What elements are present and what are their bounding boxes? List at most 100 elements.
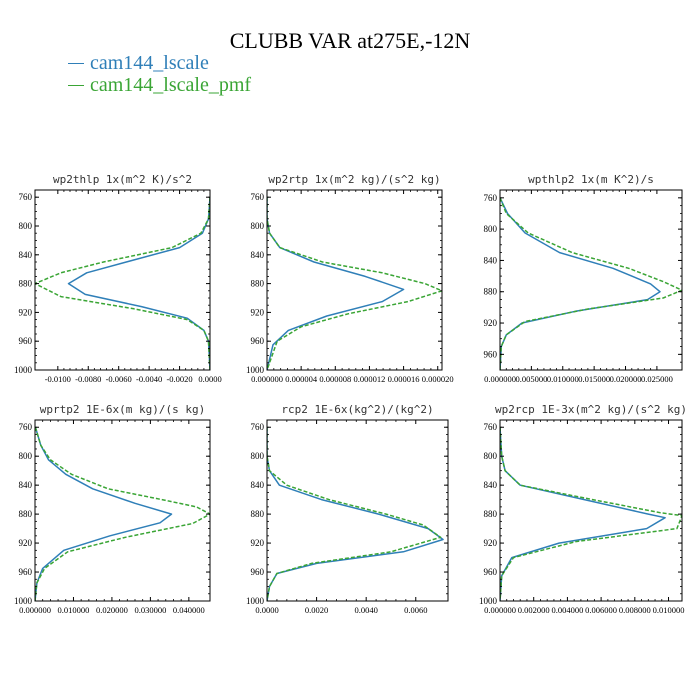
x-tick-label: 0.030000 bbox=[134, 605, 166, 615]
y-tick-label: 960 bbox=[251, 567, 265, 577]
x-tick-label: -0.0100 bbox=[45, 374, 71, 384]
y-tick-label: 760 bbox=[251, 422, 265, 432]
x-tick-label: -0.0080 bbox=[75, 374, 101, 384]
x-tick-label: 0.000000 bbox=[484, 374, 516, 384]
y-tick-label: 880 bbox=[484, 509, 498, 519]
x-tick-label: 0.020000 bbox=[610, 374, 642, 384]
y-tick-label: 960 bbox=[251, 336, 265, 346]
y-tick-label: 800 bbox=[19, 221, 33, 231]
series-line-lscale bbox=[500, 197, 661, 370]
y-tick-label: 1000 bbox=[479, 596, 498, 606]
series-line-lscale-pmf bbox=[267, 427, 442, 601]
y-tick-label: 920 bbox=[251, 307, 265, 317]
y-tick-label: 840 bbox=[251, 250, 265, 260]
y-tick-label: 840 bbox=[19, 250, 33, 260]
legend-item-lscale: cam144_lscale bbox=[68, 52, 209, 74]
x-tick-label: 0.000008 bbox=[319, 374, 351, 384]
y-tick-label: 920 bbox=[19, 538, 33, 548]
x-tick-label: 0.040000 bbox=[173, 605, 205, 615]
y-tick-label: 920 bbox=[19, 307, 33, 317]
x-tick-label: 0.000004 bbox=[285, 374, 318, 384]
panel-title: wpthlp2 1x(m K^2)/s bbox=[528, 173, 654, 186]
x-tick-label: 0.0060 bbox=[404, 605, 427, 615]
y-tick-label: 880 bbox=[19, 279, 33, 289]
y-tick-label: 960 bbox=[19, 567, 33, 577]
panel-title: wp2rcp 1E-3x(m^2 kg)/(s^2 kg) bbox=[495, 403, 687, 416]
x-tick-label: 0.010000 bbox=[547, 374, 579, 384]
y-tick-label: 960 bbox=[484, 349, 498, 359]
x-tick-label: 0.000000 bbox=[19, 605, 51, 615]
panel-1: wp2rtp 1x(m^2 kg)/(s^2 kg)760 800 840 880 92… bbox=[246, 173, 454, 384]
x-tick-label: 0.000000 bbox=[251, 374, 283, 384]
series-line-lscale bbox=[267, 197, 405, 370]
series-line-lscale bbox=[500, 427, 666, 601]
y-tick-label: 880 bbox=[251, 509, 265, 519]
panel-title: wp2thlp 1x(m^2 K)/s^2 bbox=[53, 173, 192, 186]
x-tick-label: 0.025000 bbox=[641, 374, 673, 384]
y-tick-label: 800 bbox=[484, 451, 498, 461]
plot-frame bbox=[266, 419, 449, 602]
panel-2: wpthlp2 1x(m K^2)/s 760 800 840 880 920 960 0.0… bbox=[484, 173, 683, 384]
x-tick-label: 0.0000 bbox=[198, 374, 221, 384]
plot-frame bbox=[499, 189, 683, 371]
y-tick-label: 840 bbox=[484, 255, 498, 265]
series-line-lscale-pmf bbox=[35, 197, 210, 370]
panel-title: wp2rtp 1x(m^2 kg)/(s^2 kg) bbox=[268, 173, 440, 186]
legend-swatch-lscale bbox=[68, 62, 84, 64]
x-tick-label: -0.0020 bbox=[166, 374, 192, 384]
y-tick-label: 840 bbox=[484, 480, 498, 490]
plot-frame bbox=[499, 419, 683, 602]
x-tick-label: 0.002000 bbox=[518, 605, 550, 615]
panel-title: rcp2 1E-6x(kg^2)/(kg^2) bbox=[281, 403, 433, 416]
plot-frame bbox=[34, 189, 211, 371]
y-tick-label: 840 bbox=[19, 480, 33, 490]
legend-swatch-lscale-pmf bbox=[68, 84, 84, 86]
y-tick-label: 760 bbox=[19, 192, 33, 202]
y-tick-label: 760 bbox=[251, 192, 265, 202]
panel-3: wprtp2 1E-6x(m kg)/(s kg) 760 800 840 880 920… bbox=[14, 403, 211, 615]
series-line-lscale bbox=[267, 427, 444, 601]
y-tick-label: 880 bbox=[484, 287, 498, 297]
panel-title: wprtp2 1E-6x(m kg)/(s kg) bbox=[40, 403, 206, 416]
x-tick-label: -0.0060 bbox=[106, 374, 132, 384]
plot-frame bbox=[34, 419, 211, 602]
x-tick-label: 0.008000 bbox=[619, 605, 651, 615]
y-tick-label: 920 bbox=[484, 318, 498, 328]
figure-title: CLUBB VAR at275E,-12N bbox=[229, 28, 471, 53]
y-tick-label: 800 bbox=[251, 221, 265, 231]
x-tick-label: 0.000012 bbox=[354, 374, 386, 384]
x-tick-label: 0.000016 bbox=[388, 374, 420, 384]
series-line-lscale-pmf bbox=[267, 197, 442, 370]
x-tick-label: 0.010000 bbox=[58, 605, 90, 615]
x-tick-label: 0.004000 bbox=[551, 605, 583, 615]
panel-4: rcp2 1E-6x(kg^2)/(kg^2) 760 800 840 880 920 96… bbox=[246, 403, 449, 615]
series-line-lscale-pmf bbox=[500, 197, 682, 370]
y-tick-label: 1000 bbox=[246, 365, 265, 375]
x-tick-label: 0.015000 bbox=[578, 374, 610, 384]
y-tick-label: 760 bbox=[484, 193, 498, 203]
x-tick-label: 0.005000 bbox=[515, 374, 547, 384]
y-tick-label: 920 bbox=[251, 538, 265, 548]
x-tick-label: 0.000000 bbox=[484, 605, 516, 615]
y-tick-label: 1000 bbox=[14, 596, 33, 606]
plot-frame bbox=[266, 189, 443, 371]
legend-item-lscale-pmf: cam144_lscale_pmf bbox=[68, 74, 251, 96]
y-tick-label: 960 bbox=[484, 567, 498, 577]
x-tick-label: 0.010000 bbox=[653, 605, 685, 615]
x-tick-label: 0.000020 bbox=[422, 374, 454, 384]
x-tick-label: 0.0000 bbox=[255, 605, 278, 615]
x-tick-label: 0.006000 bbox=[585, 605, 617, 615]
y-tick-label: 760 bbox=[19, 422, 33, 432]
y-tick-label: 760 bbox=[484, 422, 498, 432]
y-tick-label: 920 bbox=[484, 538, 498, 548]
x-tick-label: 0.0040 bbox=[354, 605, 377, 615]
x-tick-label: -0.0040 bbox=[136, 374, 162, 384]
y-tick-label: 960 bbox=[19, 336, 33, 346]
panel-5: wp2rcp 1E-3x(m^2 kg)/(s^2 kg) 760 800 840 88… bbox=[479, 403, 687, 615]
legend-label-lscale: cam144_lscale bbox=[90, 52, 209, 74]
y-tick-label: 800 bbox=[484, 224, 498, 234]
y-tick-label: 800 bbox=[251, 451, 265, 461]
panel-0: wp2thlp 1x(m^2 K)/s^2 760 800 840 880 920 960 1… bbox=[14, 173, 222, 384]
y-tick-label: 880 bbox=[251, 279, 265, 289]
